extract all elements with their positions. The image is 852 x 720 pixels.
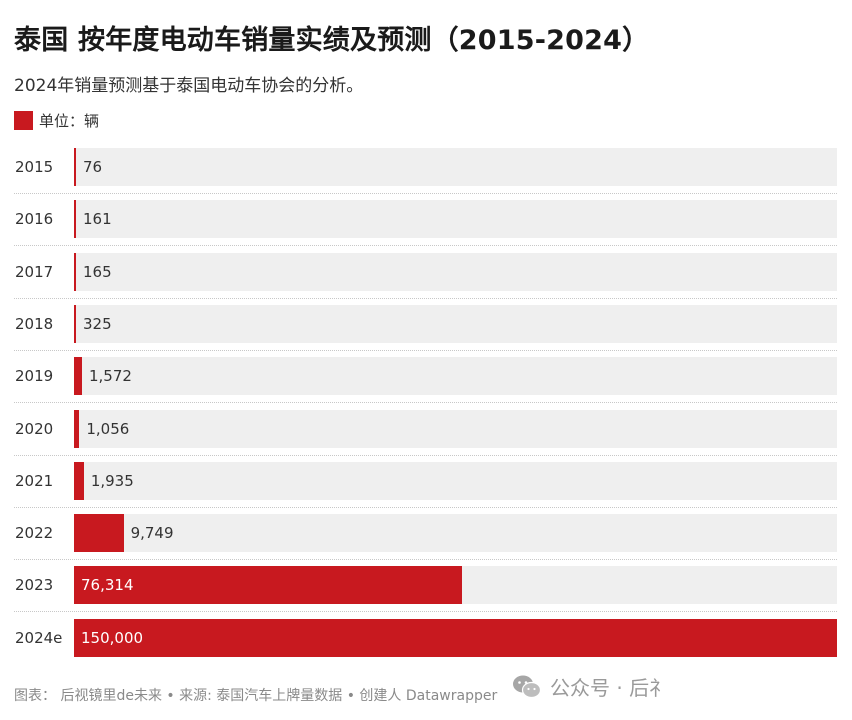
row-divider	[14, 297, 837, 299]
category-label: 2019	[15, 367, 54, 386]
category-label: 2024e	[15, 628, 63, 647]
bar-row: 2019 1,572	[0, 357, 852, 409]
value-label: 9,749	[130, 524, 174, 543]
value-label: 1,572	[88, 367, 132, 386]
bar-track: 76,314	[74, 566, 837, 605]
bar-track: 150,000	[74, 618, 837, 657]
category-label: 2023	[15, 576, 54, 595]
category-label: 2016	[15, 210, 54, 229]
bar	[74, 409, 80, 448]
row-divider	[14, 193, 837, 194]
bar-row: 2016 161	[0, 200, 852, 252]
category-label: 2017	[15, 262, 54, 281]
legend: 单位：辆	[14, 109, 99, 131]
bar-row: 2018 325	[0, 304, 852, 357]
value-label: 1,056	[86, 419, 130, 438]
bar-track: 325	[74, 304, 837, 343]
bar-row: 2020 1,056	[0, 409, 852, 462]
bar	[74, 461, 84, 500]
category-label: 2020	[15, 419, 54, 438]
row-divider	[14, 245, 837, 247]
bar-track: 1,935	[74, 461, 837, 500]
bar	[74, 252, 76, 291]
bar-track: 165	[74, 252, 837, 291]
row-divider	[14, 559, 837, 561]
value-label: 161	[83, 210, 112, 229]
legend-swatch	[14, 110, 33, 130]
bar	[74, 618, 837, 657]
category-label: 2018	[15, 314, 54, 333]
value-label: 150,000	[81, 628, 144, 647]
bar-row: 2023 76,314	[0, 566, 852, 618]
watermark: 公众号 · 后礻	[512, 672, 669, 701]
row-divider	[14, 454, 837, 456]
bar-row: 2022 9,749	[0, 514, 852, 566]
bar	[74, 200, 76, 239]
chart-title: 泰国 按年度电动车销量实绩及预测（2015-2024）	[14, 25, 650, 56]
category-label: 2015	[15, 158, 54, 176]
category-label: 2022	[15, 524, 54, 543]
bar-track: 1,572	[74, 357, 837, 396]
wechat-icon	[513, 675, 542, 698]
legend-label: 单位：辆	[39, 111, 100, 130]
bar-row: 2015 76	[0, 148, 852, 200]
row-divider	[14, 349, 837, 351]
bar-row: 2024e 150,000	[0, 618, 852, 671]
bar-track: 1,056	[74, 409, 837, 448]
bar-track: 76	[74, 148, 837, 186]
bar-row: 2017 165	[0, 252, 852, 305]
chart-subtitle: 2024年销量预测基于泰国电动车协会的分析。	[14, 76, 364, 96]
bar-row: 2021 1,935	[0, 461, 852, 514]
bar-track: 161	[74, 200, 837, 239]
value-label: 76	[83, 158, 103, 176]
bar	[74, 304, 76, 343]
value-label: 325	[83, 314, 112, 333]
chart-footer: 图表： 后视镜里de未来 • 来源: 泰国汽车上牌量数据 • 创建人 Dataw…	[14, 688, 498, 704]
row-divider	[14, 611, 837, 613]
row-divider	[14, 506, 837, 508]
category-label: 2021	[15, 471, 54, 490]
bar	[74, 148, 76, 186]
bar-track: 9,749	[74, 514, 837, 553]
value-label: 76,314	[81, 576, 134, 595]
value-label: 1,935	[90, 471, 134, 490]
value-label: 165	[83, 262, 112, 281]
bar	[74, 357, 82, 396]
watermark-text: 公众号 · 后礻	[550, 676, 670, 700]
bar	[74, 566, 463, 605]
row-divider	[14, 402, 837, 404]
bar	[74, 514, 124, 553]
